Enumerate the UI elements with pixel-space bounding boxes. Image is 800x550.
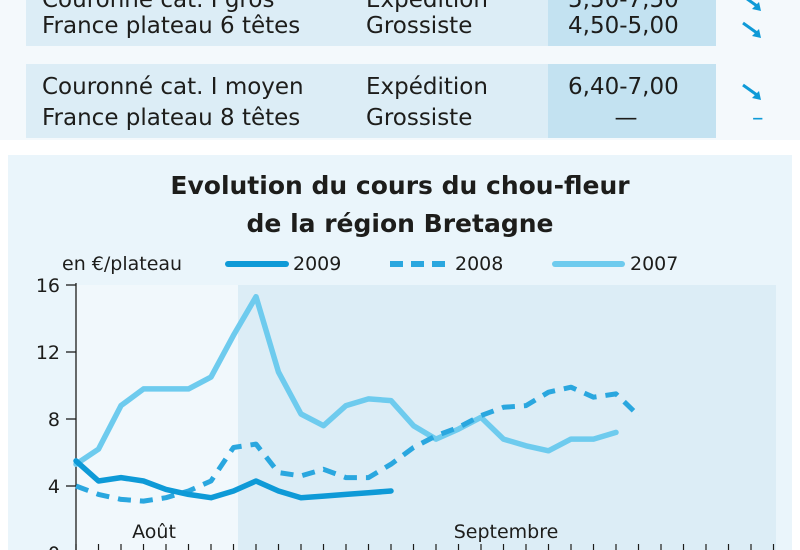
legend-label-2007: 2007 <box>630 253 679 275</box>
y-tick-label: 16 <box>36 275 60 297</box>
y-axis-unit: en €/plateau <box>62 253 183 275</box>
product-name: France plateau 8 têtes <box>42 105 301 131</box>
product-name: Couronné cat. I gros <box>42 0 275 13</box>
price-range: 4,50-5,00 <box>568 13 679 39</box>
y-tick-label: 12 <box>36 342 60 364</box>
trend-indicator: – <box>752 105 764 131</box>
chart-subtitle: de la région Bretagne <box>246 209 554 238</box>
plot-area-september <box>238 285 776 550</box>
legend-label-2009: 2009 <box>293 253 342 275</box>
x-period-label-august: Août <box>132 521 176 543</box>
market-type: Grossiste <box>366 13 473 39</box>
price-column-large <box>548 0 716 46</box>
trend-down-icon <box>742 21 761 38</box>
trend-down-icon <box>742 83 761 100</box>
price-column-medium <box>548 64 716 138</box>
product-name: France plateau 6 têtes <box>42 13 301 39</box>
legend-label-2008: 2008 <box>455 253 504 275</box>
chart-title: Evolution du cours du chou-fleur <box>170 171 630 200</box>
price-range: 6,40-7,00 <box>568 74 679 100</box>
price-range: — <box>614 105 638 131</box>
trend-down-icon <box>746 0 761 11</box>
price-table: Couronné cat. I gros Expédition 5,50-7,5… <box>0 0 800 140</box>
market-type: Expédition <box>366 0 488 13</box>
y-tick-label: 4 <box>48 476 60 498</box>
market-type: Grossiste <box>366 105 473 131</box>
product-name: Couronné cat. I moyen <box>42 74 304 100</box>
y-tick-label: 0 <box>48 543 60 550</box>
y-tick-label: 8 <box>48 409 60 431</box>
market-type: Expédition <box>366 74 488 100</box>
price-range: 5,50-7,50 <box>568 0 679 13</box>
series-line-2008 <box>75 384 641 504</box>
x-period-label-september: Septembre <box>454 521 559 543</box>
